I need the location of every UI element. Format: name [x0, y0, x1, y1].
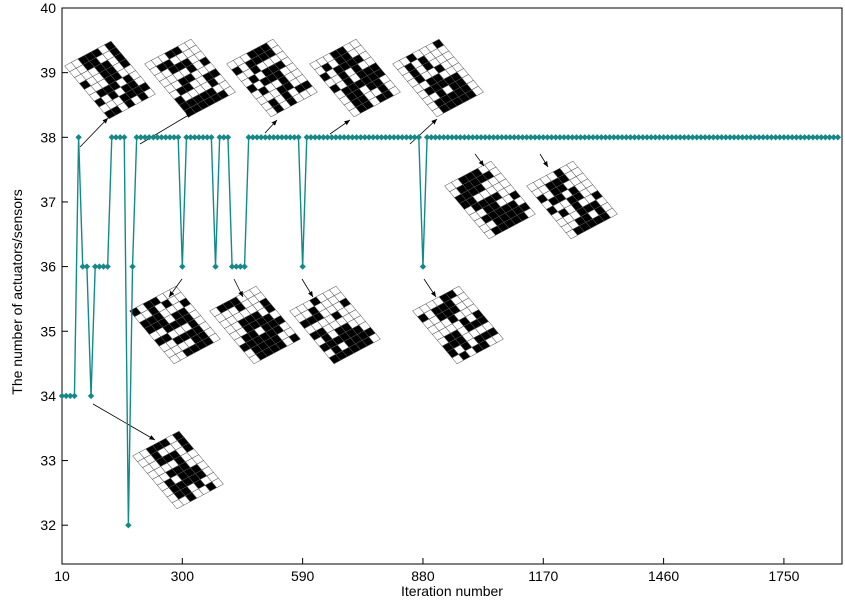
annotation-arrow	[93, 404, 155, 440]
thumbnail	[445, 161, 536, 239]
layout-thumbnails	[65, 39, 618, 509]
thumbnail	[130, 286, 221, 364]
data-point	[420, 263, 426, 269]
data-point	[179, 263, 185, 269]
y-tick-label: 40	[40, 0, 56, 16]
y-tick-label: 32	[40, 517, 56, 533]
data-point	[84, 263, 90, 269]
x-tick-label: 590	[291, 568, 315, 584]
thumbnail	[227, 39, 318, 117]
annotation-arrow	[330, 120, 350, 134]
y-tick-label: 36	[40, 259, 56, 275]
data-point	[125, 522, 131, 528]
data-point	[75, 134, 81, 140]
x-tick-label: 1170	[528, 568, 558, 584]
data-point	[208, 134, 214, 140]
data-point	[299, 263, 305, 269]
annotation-arrow	[80, 118, 108, 147]
y-tick-label: 33	[40, 453, 56, 469]
data-point	[416, 134, 422, 140]
data-point	[212, 263, 218, 269]
thumbnail	[65, 41, 156, 119]
data-point	[121, 134, 127, 140]
annotation-arrow	[410, 119, 437, 144]
data-point	[104, 263, 110, 269]
y-tick-label: 35	[40, 323, 56, 339]
annotation-arrow	[424, 279, 436, 297]
thumbnail	[145, 39, 236, 117]
x-tick-label: 1750	[768, 568, 799, 584]
annotation-arrow	[475, 154, 484, 166]
thumbnail	[310, 39, 401, 117]
y-axis-label: The number of actuators/sensors	[9, 189, 25, 394]
annotation-arrow	[265, 120, 277, 133]
data-point	[225, 134, 231, 140]
x-tick-label: 10	[54, 568, 70, 584]
thumbnail	[210, 286, 301, 364]
data-point	[241, 263, 247, 269]
x-tick-label: 880	[411, 568, 435, 584]
thumbnail	[413, 286, 504, 364]
data-point	[88, 393, 94, 399]
data-point	[129, 263, 135, 269]
thumbnail	[393, 39, 484, 117]
x-tick-label: 1460	[648, 568, 679, 584]
x-axis-label: Iteration number	[401, 583, 503, 599]
data-point	[295, 134, 301, 140]
thumbnail	[527, 161, 618, 239]
x-tick-label: 300	[171, 568, 195, 584]
thumbnail	[133, 431, 224, 509]
thumbnail	[290, 286, 381, 364]
annotation-arrow	[234, 279, 243, 297]
chart: Iteration number The number of actuators…	[0, 0, 845, 604]
data-point	[71, 393, 77, 399]
data-point	[175, 134, 181, 140]
y-tick-label: 38	[40, 129, 56, 145]
y-tick-label: 39	[40, 65, 56, 81]
annotation-arrow	[540, 154, 548, 167]
annotation-arrow	[302, 279, 313, 297]
y-tick-label: 34	[40, 388, 56, 404]
y-tick-label: 37	[40, 194, 56, 210]
data-point	[835, 134, 841, 140]
